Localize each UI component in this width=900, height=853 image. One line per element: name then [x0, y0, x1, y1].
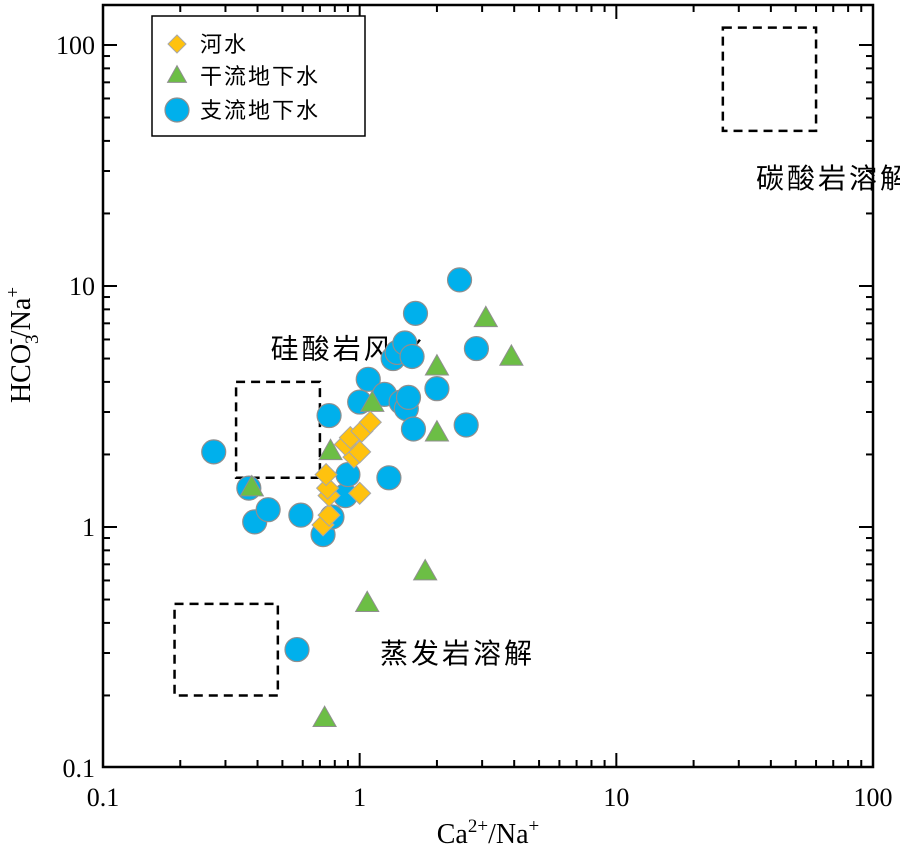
- region-box: [173, 602, 280, 697]
- legend-label: 河水: [200, 33, 248, 58]
- data-point-diamond: [314, 462, 338, 487]
- data-point-diamond: [317, 503, 341, 527]
- legend-marker-diamond: [167, 34, 187, 54]
- x-tick-label: 1: [353, 783, 366, 812]
- data-point-circle: [201, 439, 227, 465]
- data-point-circle: [284, 636, 310, 663]
- data-point-triangle: [473, 305, 499, 328]
- region-box: [721, 26, 818, 133]
- data-point-triangle: [498, 343, 524, 366]
- y-tick-label: 10: [69, 272, 95, 301]
- legend-label: 支流地下水: [200, 99, 320, 124]
- data-point-triangle: [424, 419, 450, 442]
- data-point-triangle: [354, 590, 380, 613]
- data-point-triangle: [239, 474, 265, 497]
- data-point-triangle: [424, 353, 450, 376]
- plot-frame: [101, 3, 875, 769]
- x-tick-label: 100: [854, 783, 893, 812]
- y-axis-title: HCO3-/Na+: [0, 287, 43, 403]
- region-label: 碳酸岩溶解: [756, 162, 900, 195]
- x-tick-label: 0.1: [87, 783, 120, 812]
- data-point-circle: [402, 300, 429, 326]
- y-tick-label: 0.1: [63, 754, 96, 783]
- data-point-circle: [463, 335, 490, 362]
- y-tick-label: 100: [56, 31, 95, 60]
- data-point-circle: [255, 497, 281, 523]
- legend-marker-circle: [164, 97, 190, 123]
- data-point-circle: [395, 384, 422, 410]
- region-box: [234, 380, 322, 480]
- data-point-circle: [376, 465, 402, 491]
- data-points: [201, 267, 524, 728]
- axes: 0.1 1 10 100 0.1 1 10 100 Ca2+/Na+ HCO3-/Na+: [0, 5, 893, 850]
- data-point-diamond: [315, 476, 340, 500]
- legend-label: 干流地下水: [200, 65, 320, 90]
- data-point-triangle: [412, 558, 438, 581]
- data-point-triangle: [318, 438, 343, 461]
- y-tick-label: 1: [82, 513, 95, 542]
- data-point-circle: [288, 502, 314, 528]
- data-point-circle: [424, 376, 450, 402]
- x-tick-label: 10: [603, 783, 629, 812]
- data-point-circle: [399, 343, 425, 370]
- legend-marker-triangle: [166, 64, 188, 83]
- plot-area: [101, 3, 875, 769]
- data-point-circle: [453, 412, 479, 438]
- data-point-triangle: [312, 705, 337, 728]
- data-point-circle: [355, 366, 381, 392]
- data-point-diamond: [347, 481, 372, 505]
- data-point-triangle: [359, 390, 385, 412]
- data-point-circle: [446, 267, 473, 293]
- x-axis-title: Ca2+/Na+: [437, 816, 539, 850]
- region-label: 蒸发岩溶解: [380, 637, 535, 670]
- data-point-diamond: [358, 410, 382, 434]
- data-point-circle: [316, 402, 342, 429]
- data-point-circle: [400, 416, 427, 442]
